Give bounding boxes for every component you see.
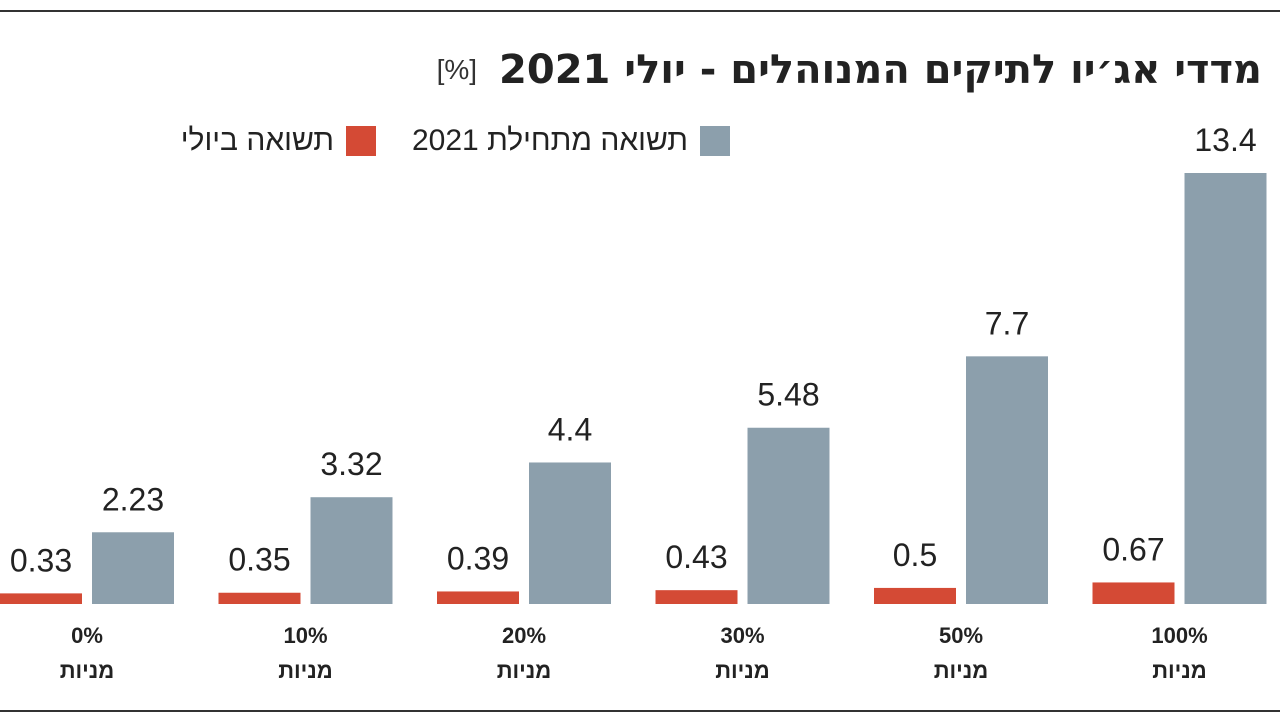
- category-word-4: מניות: [934, 658, 989, 683]
- label-ytd-1: 3.32: [320, 446, 382, 482]
- label-ytd-3: 5.48: [757, 377, 819, 413]
- label-ytd-4: 7.7: [985, 305, 1029, 341]
- legend-item-ytd: תשואה מתחילת 2021: [412, 124, 730, 158]
- bar-july-3: [655, 590, 738, 604]
- category-word-2: מניות: [497, 658, 552, 683]
- label-ytd-5: 13.4: [1194, 122, 1256, 158]
- category-pct-4: 50%: [939, 623, 983, 648]
- legend-label-july: תשואה ביולי: [180, 124, 334, 157]
- category-pct-1: 10%: [283, 623, 327, 648]
- bar-ytd-1: [310, 497, 393, 604]
- legend-swatch-july: [346, 126, 376, 156]
- chart-header: מדדי אג׳יו לתיקים המנוהלים - יולי 2021 […: [437, 40, 1262, 100]
- bar-july-1: [218, 592, 301, 604]
- category-word-1: מניות: [278, 658, 333, 683]
- legend-item-july: תשואה ביולי: [181, 124, 376, 158]
- legend-label-ytd: תשואה מתחילת 2021: [412, 124, 688, 157]
- bottom-rule: [0, 710, 1280, 712]
- label-july-3: 0.43: [665, 539, 727, 575]
- bar-july-0: [0, 593, 82, 604]
- category-pct-0: 0%: [71, 623, 103, 648]
- bar-ytd-4: [966, 356, 1048, 604]
- chart-title: מדדי אג׳יו לתיקים המנוהלים - יולי 2021: [499, 47, 1262, 93]
- bar-july-4: [874, 587, 956, 604]
- label-ytd-0: 2.23: [102, 481, 164, 517]
- category-pct-3: 30%: [720, 623, 764, 648]
- bar-july-2: [437, 591, 519, 604]
- category-word-5: מניות: [1152, 658, 1207, 683]
- label-ytd-2: 4.4: [548, 411, 592, 447]
- bar-july-5: [1092, 582, 1175, 604]
- top-rule: [0, 10, 1280, 12]
- label-july-0: 0.33: [10, 542, 72, 578]
- label-july-5: 0.67: [1102, 531, 1164, 567]
- category-word-3: מניות: [715, 658, 770, 683]
- unit-label: [%]: [436, 54, 478, 85]
- label-july-2: 0.39: [447, 540, 509, 576]
- bar-ytd-3: [747, 427, 830, 604]
- bar-ytd-0: [92, 532, 174, 604]
- category-word-0: מניות: [60, 658, 115, 683]
- legend: תשואה מתחילת 2021 תשואה ביולי: [181, 124, 730, 158]
- category-pct-5: 100%: [1151, 623, 1207, 648]
- bar-ytd-5: [1184, 173, 1267, 604]
- bar-ytd-2: [529, 462, 611, 604]
- label-july-4: 0.5: [893, 537, 937, 573]
- category-pct-2: 20%: [502, 623, 546, 648]
- legend-swatch-ytd: [700, 126, 730, 156]
- label-july-1: 0.35: [228, 542, 290, 578]
